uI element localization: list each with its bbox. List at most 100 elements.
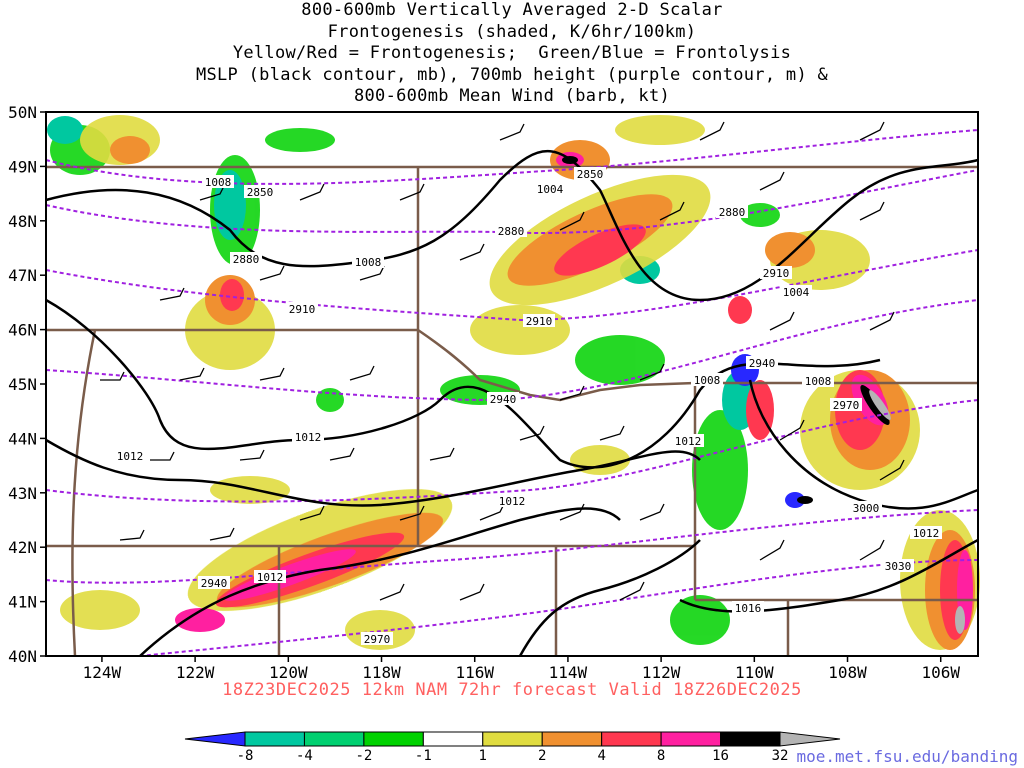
mslp-label: 1012	[295, 431, 322, 444]
lat-tick-label: 49N	[8, 157, 37, 176]
mslp-label: 1016	[735, 602, 762, 615]
colorbar-arrow-left	[184, 731, 246, 747]
height-label: 2910	[763, 267, 790, 280]
colorbar-label: -1	[415, 748, 432, 764]
lat-tick-label: 48N	[8, 212, 37, 231]
height-label-bg	[746, 356, 778, 369]
colorbar-label: 32	[772, 748, 789, 764]
lat-tick-label: 42N	[8, 538, 37, 557]
lon-axis: 124W 122W 120W 118W 116W 114W 112W 110W 108W 106W	[83, 656, 960, 682]
colorbar-segment	[660, 731, 722, 747]
mslp-contours	[45, 150, 979, 657]
lon-tick-label: 122W	[176, 663, 215, 682]
height-label-bg	[760, 266, 792, 279]
mslp-label: 1008	[694, 374, 721, 387]
height-label-bg	[495, 224, 527, 237]
mslp-label-bg	[910, 526, 942, 539]
title-line-4: MSLP (black contour, mb), 700mb height (…	[195, 64, 829, 85]
lon-tick-label: 124W	[83, 663, 122, 682]
wind-barbs	[100, 121, 905, 601]
mslp-label-bg	[534, 182, 566, 195]
colorbar-label: 1	[479, 748, 487, 764]
colorbar: -8 -4 -2 -1 1 2 4 8 16 32	[184, 731, 841, 764]
mslp-label-bg	[254, 570, 286, 583]
mslp-label-bg	[352, 255, 384, 268]
height-label: 2970	[364, 633, 391, 646]
lat-tick-label: 45N	[8, 375, 37, 394]
height-label-bg	[850, 501, 882, 514]
lon-tick-label: 116W	[455, 663, 494, 682]
forecast-caption: 18Z23DEC2025 12km NAM 72hr forecast Vali…	[222, 680, 802, 700]
title-line-3: Yellow/Red = Frontogenesis; Green/Blue =…	[232, 43, 792, 63]
mslp-label-bg	[292, 430, 324, 443]
height-label-bg	[523, 314, 555, 327]
colorbar-segment	[303, 731, 365, 747]
lat-tick-label: 43N	[8, 484, 37, 503]
mslp-label-bg	[732, 601, 764, 614]
lon-tick-label: 106W	[921, 663, 960, 682]
mslp-label: 1012	[499, 495, 526, 508]
height-label: 2850	[247, 186, 274, 199]
mslp-label: 1004	[783, 286, 810, 299]
source-credit: moe.met.fsu.edu/banding	[796, 747, 1018, 766]
colorbar-segment	[601, 731, 662, 747]
lon-tick-label: 120W	[269, 663, 308, 682]
height-label: 2940	[749, 357, 776, 370]
colorbar-segment	[720, 731, 781, 747]
mslp-label-bg	[202, 175, 234, 188]
height-label-bg	[574, 167, 606, 180]
lat-axis: 50N 49N 48N 47N 46N 45N 44N 43N 42N 41N 40N	[8, 103, 46, 666]
mslp-label: 1008	[355, 256, 382, 269]
mslp-label-bg	[496, 494, 528, 507]
colorbar-label: 2	[538, 748, 546, 764]
lat-tick-label: 50N	[8, 103, 37, 122]
mslp-label: 1012	[675, 435, 702, 448]
height-label: 2910	[289, 303, 316, 316]
height-label: 2880	[233, 253, 260, 266]
height-label: 2910	[526, 315, 553, 328]
colorbar-label: 16	[712, 748, 729, 764]
mslp-label-bg	[802, 374, 834, 387]
mslp-label-bg	[114, 449, 146, 462]
lon-tick-label: 108W	[828, 663, 867, 682]
height-label-bg	[361, 632, 393, 645]
colorbar-segment	[482, 731, 543, 747]
height-label: 2940	[490, 393, 517, 406]
contour-labels: 1008 1004 1008 1004 1008 1008 1012 1012 1012 1012…	[114, 167, 942, 646]
height-label-bg	[286, 302, 318, 315]
height-label-bg	[830, 398, 862, 411]
mslp-label-bg	[780, 285, 812, 298]
lon-tick-label: 110W	[735, 663, 774, 682]
height-label: 2850	[577, 168, 604, 181]
height-label-bg	[716, 205, 748, 218]
lat-tick-label: 41N	[8, 593, 37, 612]
colorbar-label: -4	[296, 748, 313, 764]
title-line-5: 800-600mb Mean Wind (barb, kt)	[353, 86, 671, 106]
height-label: 2940	[201, 577, 228, 590]
colorbar-label: -2	[355, 748, 372, 764]
colorbar-segment	[541, 731, 603, 747]
title-line-1: 800-600mb Vertically Averaged 2-D Scalar	[301, 0, 723, 20]
lon-tick-label: 114W	[549, 663, 588, 682]
height-label: 2880	[719, 206, 746, 219]
lon-tick-label: 118W	[362, 663, 401, 682]
height-label-bg	[244, 185, 276, 198]
colorbar-segment	[363, 731, 424, 747]
lat-tick-label: 46N	[8, 321, 37, 340]
lat-tick-label: 40N	[8, 647, 37, 666]
colorbar-segment	[244, 731, 305, 747]
height-label: 3000	[853, 502, 880, 515]
chart-title: 800-600mb Vertically Averaged 2-D Scalar…	[0, 0, 1024, 108]
height-label: 2880	[498, 225, 525, 238]
height-label-bg	[230, 252, 262, 265]
height-label-bg	[198, 576, 230, 589]
height-label-bg	[882, 559, 914, 572]
height-label: 2970	[833, 399, 860, 412]
mslp-label: 1008	[205, 176, 232, 189]
lat-tick-label: 47N	[8, 266, 37, 285]
colorbar-segment	[422, 731, 484, 747]
mslp-label-bg	[691, 373, 723, 386]
mslp-label: 1012	[913, 527, 940, 540]
height-label: 3030	[885, 560, 912, 573]
